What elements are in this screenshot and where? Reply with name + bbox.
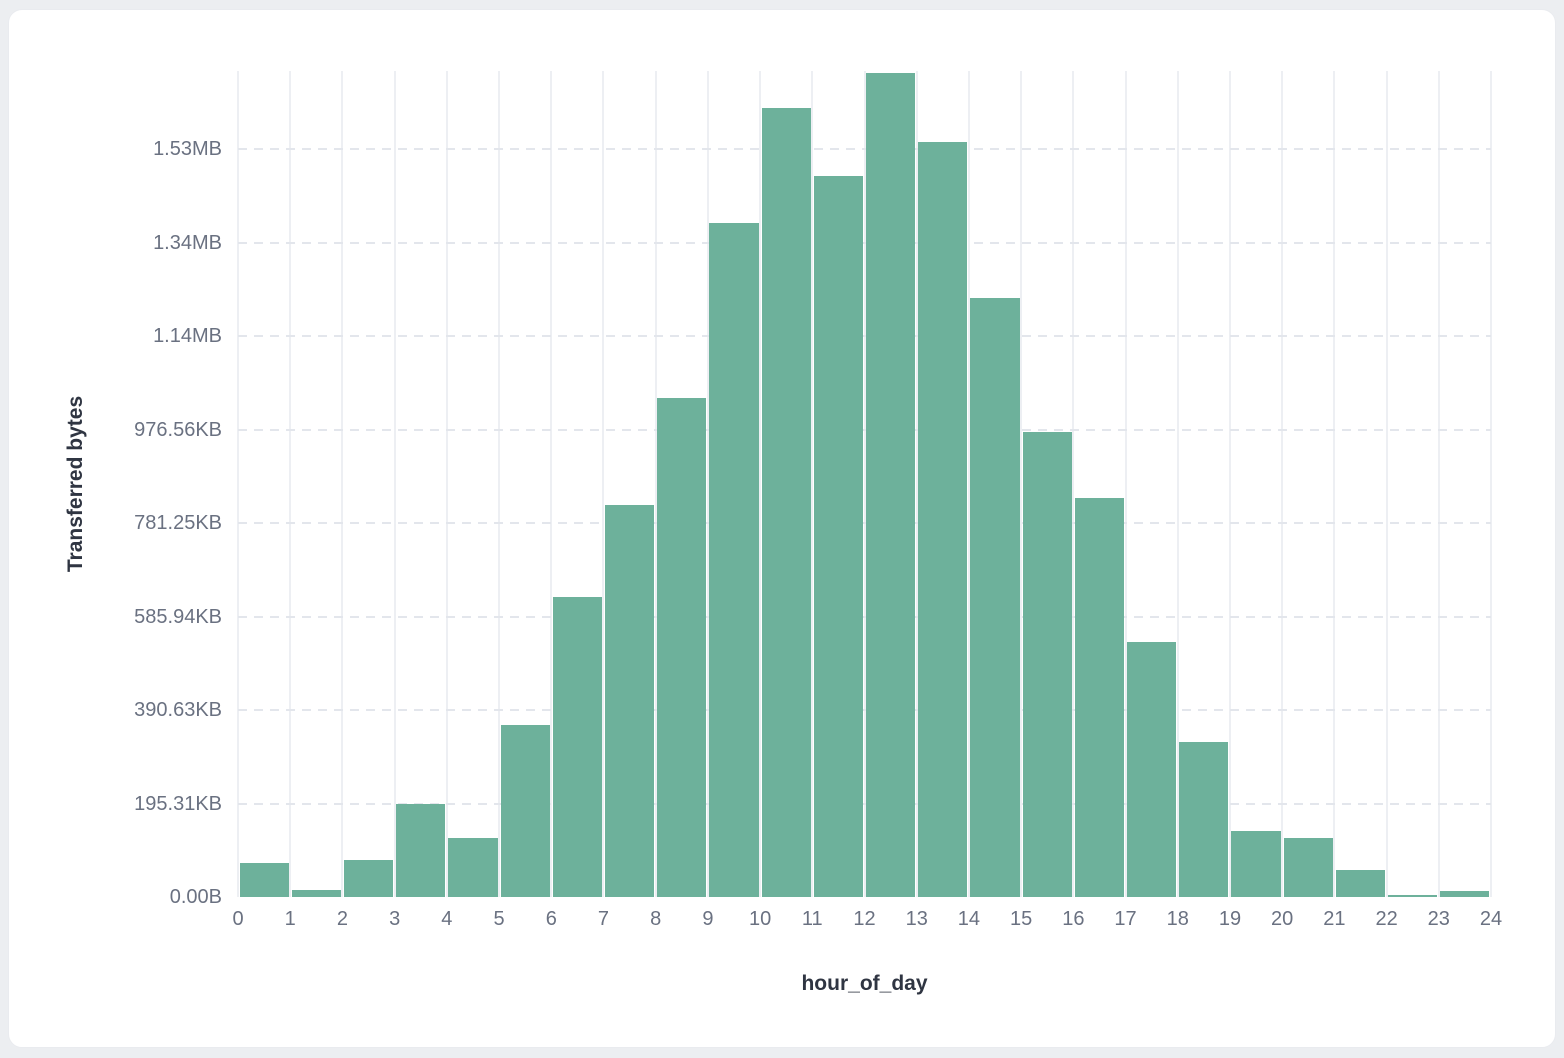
y-tick-label: 781.25KB <box>134 512 222 535</box>
vertical-gridline <box>706 71 709 897</box>
histogram-bar-hour-21[interactable] <box>1335 869 1386 897</box>
histogram-bar-hour-13[interactable] <box>918 142 968 897</box>
histogram-bar-hour-12[interactable] <box>866 72 916 897</box>
vertical-gridline <box>1437 71 1440 897</box>
histogram-bar-hour-10[interactable] <box>761 107 811 897</box>
y-tick-label: 585.94KB <box>134 605 222 628</box>
horizontal-gridline <box>238 241 1491 244</box>
chart-card: Transferred bytes 0.00B 195.31KB 390.63KB 5… <box>8 9 1556 1048</box>
vertical-gridline <box>341 71 344 897</box>
vertical-gridline <box>289 71 292 897</box>
x-axis-title: hour_of_day <box>801 972 928 995</box>
x-tick-label: 10 <box>748 908 772 930</box>
histogram-bar-hour-4[interactable] <box>448 838 498 897</box>
x-tick-label: 16 <box>1062 908 1085 930</box>
x-tick-label: 0 <box>232 908 244 930</box>
plot-area <box>237 71 1492 897</box>
horizontal-gridline <box>238 615 1491 618</box>
vertical-gridline <box>863 71 866 897</box>
x-tick-label: 9 <box>702 908 714 930</box>
vertical-gridline <box>1281 71 1284 897</box>
vertical-gridline <box>393 71 396 897</box>
vertical-gridline <box>759 71 762 897</box>
vertical-gridline <box>1333 71 1336 897</box>
horizontal-gridline <box>238 802 1491 805</box>
horizontal-gridline <box>238 428 1491 431</box>
y-tick-label: 1.53MB <box>153 138 222 161</box>
vertical-gridline <box>967 71 970 897</box>
x-tick-label: 17 <box>1114 908 1137 930</box>
vertical-gridline <box>550 71 553 897</box>
x-tick-label: 20 <box>1271 908 1294 930</box>
y-tick-label: 0.00B <box>169 886 222 908</box>
x-tick-label: 19 <box>1218 908 1242 930</box>
vertical-gridline <box>654 71 657 897</box>
histogram-bar-hour-15[interactable] <box>1022 431 1072 897</box>
y-tick-label: 390.63KB <box>134 699 222 722</box>
histogram-bar-hour-20[interactable] <box>1283 838 1333 897</box>
vertical-gridline <box>915 71 918 897</box>
x-tick-label: 12 <box>853 908 876 930</box>
horizontal-gridline <box>238 709 1491 712</box>
x-tick-label: 3 <box>389 908 401 930</box>
vertical-gridline <box>1385 71 1388 897</box>
histogram-bar-hour-1[interactable] <box>291 890 341 897</box>
y-tick-label: 195.31KB <box>134 792 222 815</box>
x-tick-label: 24 <box>1479 908 1503 930</box>
histogram-bar-hour-22[interactable] <box>1388 894 1438 897</box>
y-tick-label: 1.34MB <box>153 231 222 254</box>
vertical-gridline <box>1072 71 1075 897</box>
horizontal-gridline <box>238 148 1491 151</box>
x-tick-label: 15 <box>1010 908 1033 930</box>
histogram-bar-hour-3[interactable] <box>396 804 446 897</box>
x-tick-label: 8 <box>650 908 662 930</box>
y-tick-label: 1.14MB <box>153 325 222 348</box>
vertical-gridline <box>445 71 448 897</box>
vertical-gridline <box>602 71 605 897</box>
histogram-bar-hour-8[interactable] <box>657 398 707 897</box>
histogram-bar-hour-7[interactable] <box>604 505 655 897</box>
histogram-bar-hour-0[interactable] <box>239 863 289 897</box>
histogram-bar-hour-14[interactable] <box>970 298 1020 897</box>
x-tick-label: 5 <box>493 908 505 930</box>
y-tick-label: 976.56KB <box>134 418 222 441</box>
vertical-gridline <box>1490 71 1492 897</box>
vertical-gridline <box>237 71 239 897</box>
horizontal-gridline <box>238 335 1491 338</box>
histogram-bar-hour-18[interactable] <box>1179 741 1229 897</box>
x-axis-tick-labels: 0 1 2 3 4 5 6 7 8 9 10 11 12 13 14 15 16 17 18 19 20 21 22 23 24 <box>232 906 1502 932</box>
histogram-bar-hour-6[interactable] <box>552 596 602 897</box>
x-tick-label: 18 <box>1166 908 1189 930</box>
histogram-bar-hour-5[interactable] <box>500 724 550 897</box>
histogram-bar-hour-17[interactable] <box>1127 642 1177 897</box>
x-tick-label: 14 <box>957 908 981 930</box>
horizontal-gridline <box>238 522 1491 525</box>
x-tick-label: 23 <box>1427 908 1450 930</box>
histogram-bar-hour-19[interactable] <box>1231 831 1281 897</box>
vertical-gridline <box>811 71 814 897</box>
x-tick-label: 1 <box>284 908 296 930</box>
histogram-bar-hour-16[interactable] <box>1074 497 1125 897</box>
x-tick-label: 6 <box>545 908 557 930</box>
x-tick-label: 11 <box>801 908 823 930</box>
x-tick-label: 21 <box>1323 908 1346 930</box>
x-tick-label: 4 <box>441 908 453 930</box>
vertical-gridline <box>1228 71 1231 897</box>
vertical-gridline <box>1124 71 1127 897</box>
vertical-gridline <box>1176 71 1179 897</box>
x-tick-label: 7 <box>597 908 610 930</box>
histogram-bar-hour-2[interactable] <box>343 860 394 897</box>
y-axis-tick-labels: 0.00B 195.31KB 390.63KB 585.94KB 781.25KB 976… <box>9 71 222 908</box>
x-tick-label: 13 <box>905 908 928 930</box>
histogram-bar-hour-23[interactable] <box>1440 891 1490 897</box>
x-tick-label: 22 <box>1375 908 1398 930</box>
vertical-gridline <box>498 71 501 897</box>
vertical-gridline <box>1020 71 1023 897</box>
histogram-bar-hour-11[interactable] <box>813 176 863 897</box>
histogram-bar-hour-9[interactable] <box>709 222 759 897</box>
x-tick-label: 2 <box>336 908 348 930</box>
